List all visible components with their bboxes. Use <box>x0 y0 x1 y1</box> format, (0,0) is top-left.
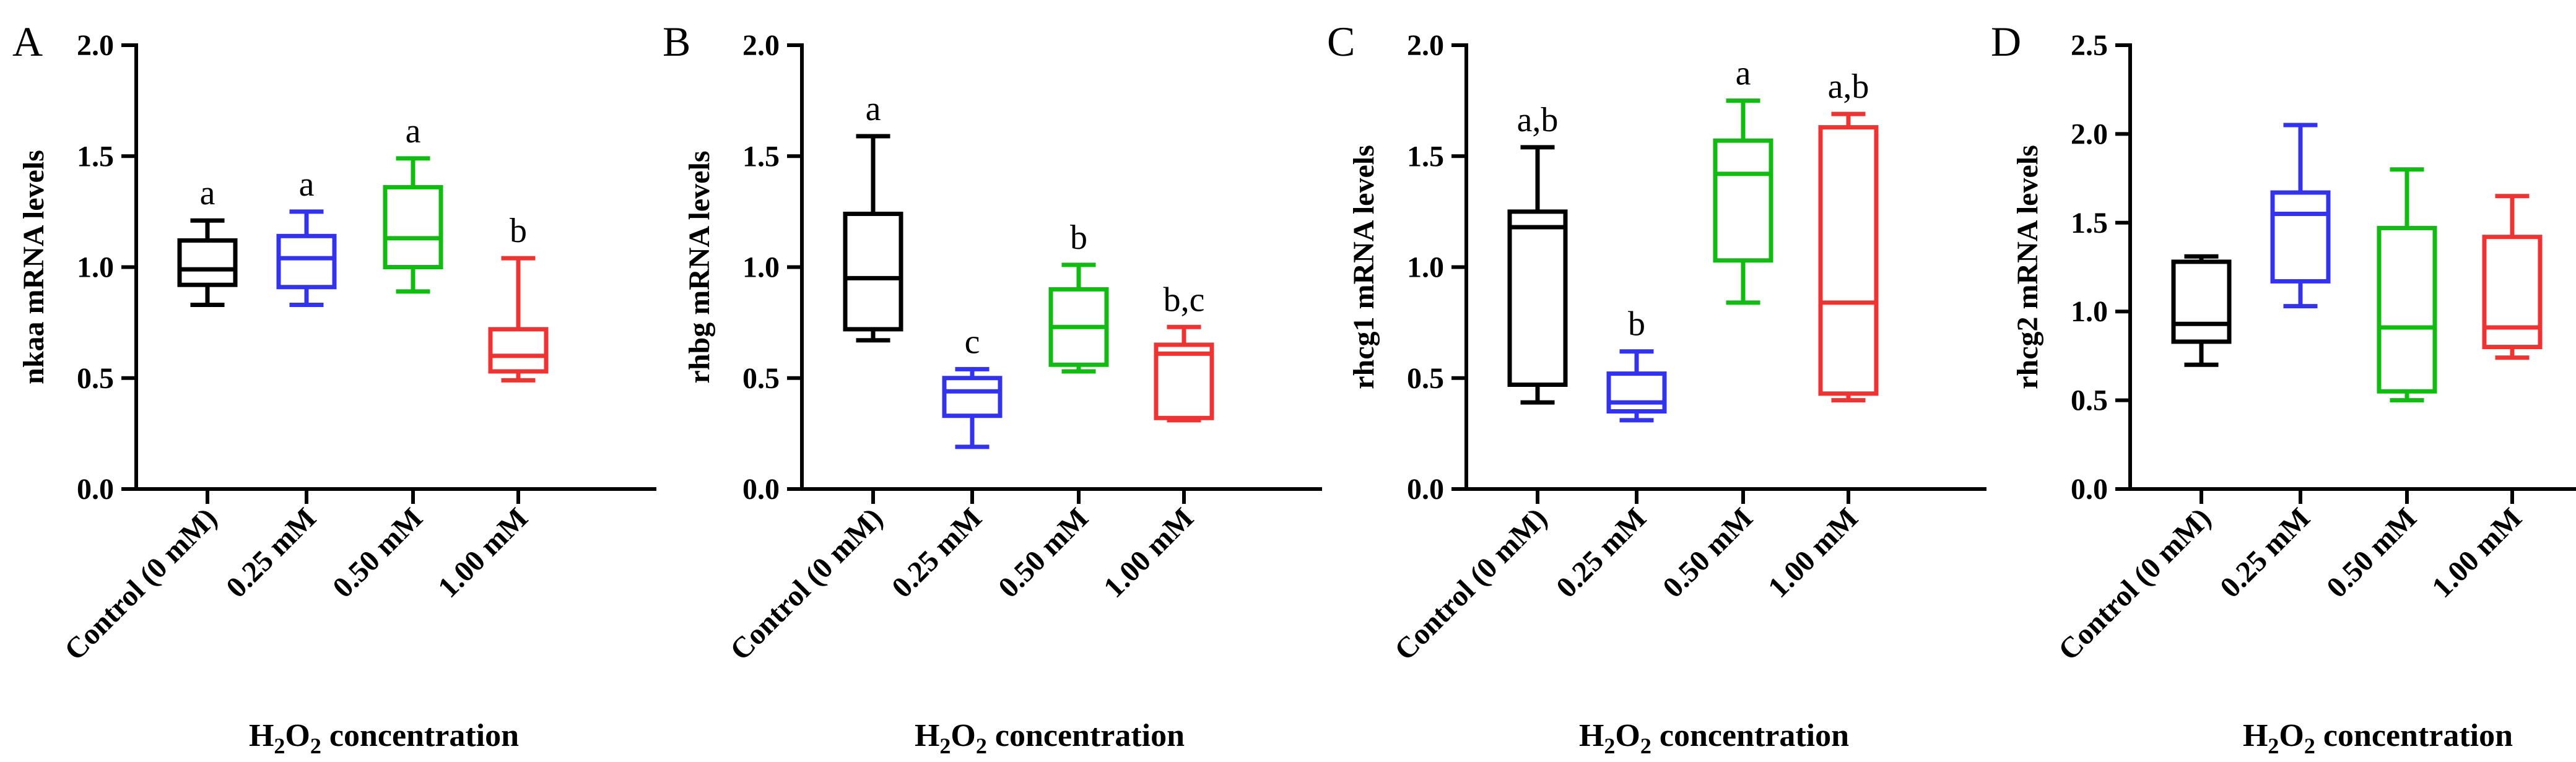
category-label: 1.00 mM <box>1762 501 1865 604</box>
category-label: 0.50 mM <box>1656 501 1759 604</box>
significance-label: a <box>866 90 881 128</box>
significance-label: a,b <box>1517 101 1559 139</box>
box-rect <box>276 233 337 290</box>
box-1 <box>2171 254 2232 367</box>
y-axis-title: rhcg1 mRNA levels <box>1347 145 1380 389</box>
category-label: 0.25 mM <box>220 501 323 604</box>
significance-label: c <box>965 323 980 361</box>
box-1 <box>177 218 238 307</box>
y-tick-label: 2.0 <box>77 29 114 62</box>
panel-a: A 0.0 0.5 1.0 1.5 2.0 nkaa mRNA levels Control … <box>12 18 656 758</box>
box-rect <box>1507 209 1568 387</box>
box-rect <box>2270 190 2331 284</box>
y-tick-label: 1.0 <box>2071 295 2108 328</box>
y-tick-label: 1.0 <box>77 251 114 284</box>
significance-label: b <box>1070 219 1087 257</box>
y-tick-label: 0.0 <box>1407 473 1444 506</box>
category-label: Control (0 mM) <box>724 501 889 667</box>
y-tick-label: 2.5 <box>2071 29 2108 62</box>
box-rect <box>843 211 903 332</box>
y-tick-label: 1.5 <box>77 140 114 173</box>
y-tick-label: 0.5 <box>77 362 114 395</box>
box-rect <box>177 238 238 287</box>
y-tick-label: 2.0 <box>2071 118 2108 150</box>
box-4 <box>1818 111 1879 403</box>
panel-letter: B <box>663 18 690 65</box>
y-tick-label: 1.5 <box>2071 207 2108 240</box>
x-axis-title: H2O2 concentration <box>249 718 519 758</box>
box-rect <box>383 184 443 269</box>
box-4 <box>2482 194 2543 360</box>
category-label: Control (0 mM) <box>2052 501 2217 667</box>
x-axis-title: H2O2 concentration <box>2243 718 2513 758</box>
box-rect <box>2482 235 2543 350</box>
significance-label: a <box>200 174 215 212</box>
box-rect <box>2171 259 2232 344</box>
category-label: 0.25 mM <box>1550 501 1653 604</box>
y-tick-label: 1.0 <box>742 251 780 284</box>
category-label: Control (0 mM) <box>1388 501 1554 667</box>
category-label: 0.50 mM <box>992 501 1095 604</box>
box-rect <box>1154 342 1214 420</box>
box-1 <box>843 134 903 343</box>
category-label: 1.00 mM <box>432 501 534 604</box>
x-axis-title: H2O2 concentration <box>915 718 1185 758</box>
category-label: 1.00 mM <box>1097 501 1200 604</box>
y-axis-title: nkaa mRNA levels <box>17 150 50 384</box>
box-rect <box>1818 125 1879 396</box>
significance-label: a <box>299 165 315 204</box>
box-1 <box>1507 145 1568 405</box>
x-axis-title: H2O2 concentration <box>1579 718 1849 758</box>
box-2 <box>276 209 337 307</box>
panel-b: B 0.0 0.5 1.0 1.5 2.0 rhbg mRNA levels Control … <box>663 18 1322 758</box>
y-tick-label: 0.0 <box>77 473 114 506</box>
category-label: 0.50 mM <box>2320 501 2423 604</box>
y-tick-label: 2.0 <box>1407 29 1444 62</box>
y-axis-title: rhcg2 mRNA levels <box>2011 145 2044 389</box>
panel-letter: A <box>12 18 43 65</box>
category-label: 0.25 mM <box>2214 501 2317 604</box>
box-rect <box>1606 371 1667 414</box>
category-label: 1.00 mM <box>2426 501 2528 604</box>
y-tick-label: 1.5 <box>1407 140 1444 173</box>
box-3 <box>383 156 443 294</box>
panel-letter: D <box>1991 18 2021 65</box>
significance-label: a <box>406 112 421 150</box>
significance-label: b <box>1628 305 1645 344</box>
category-label: Control (0 mM) <box>58 501 224 667</box>
box-3 <box>1048 262 1109 374</box>
category-label: 0.50 mM <box>326 501 429 604</box>
y-axis-title: rhbg mRNA levels <box>683 151 716 384</box>
box-3 <box>1713 98 1773 305</box>
y-tick-label: 0.5 <box>2071 384 2108 417</box>
box-3 <box>2377 167 2437 403</box>
box-rect <box>942 376 1003 418</box>
y-tick-label: 2.0 <box>742 29 780 62</box>
panel-letter: C <box>1327 18 1355 65</box>
box-4 <box>1154 324 1214 423</box>
box-rect <box>2377 225 2437 394</box>
box-rect <box>488 327 549 374</box>
y-tick-label: 0.5 <box>742 362 780 395</box>
y-tick-label: 1.5 <box>742 140 780 173</box>
box-4 <box>488 256 549 383</box>
significance-label: a <box>1736 54 1751 93</box>
category-label: 0.25 mM <box>886 501 988 604</box>
panel-d: D 0.0 0.5 1.0 1.5 2.0 2.5 rhcg2 mRNA levels Cont… <box>1991 18 2576 758</box>
box-2 <box>2270 123 2331 309</box>
box-2 <box>942 366 1003 449</box>
box-2 <box>1606 349 1667 423</box>
panel-c: C 0.0 0.5 1.0 1.5 2.0 rhcg1 mRNA levels Control… <box>1327 18 1986 758</box>
box-rect <box>1713 138 1773 263</box>
y-tick-label: 0.0 <box>2071 473 2108 506</box>
significance-label: b <box>510 212 527 250</box>
significance-label: b,c <box>1164 280 1205 319</box>
y-tick-label: 0.5 <box>1407 362 1444 395</box>
y-tick-label: 0.0 <box>742 473 780 506</box>
significance-label: a,b <box>1828 67 1869 106</box>
y-tick-label: 1.0 <box>1407 251 1444 284</box>
